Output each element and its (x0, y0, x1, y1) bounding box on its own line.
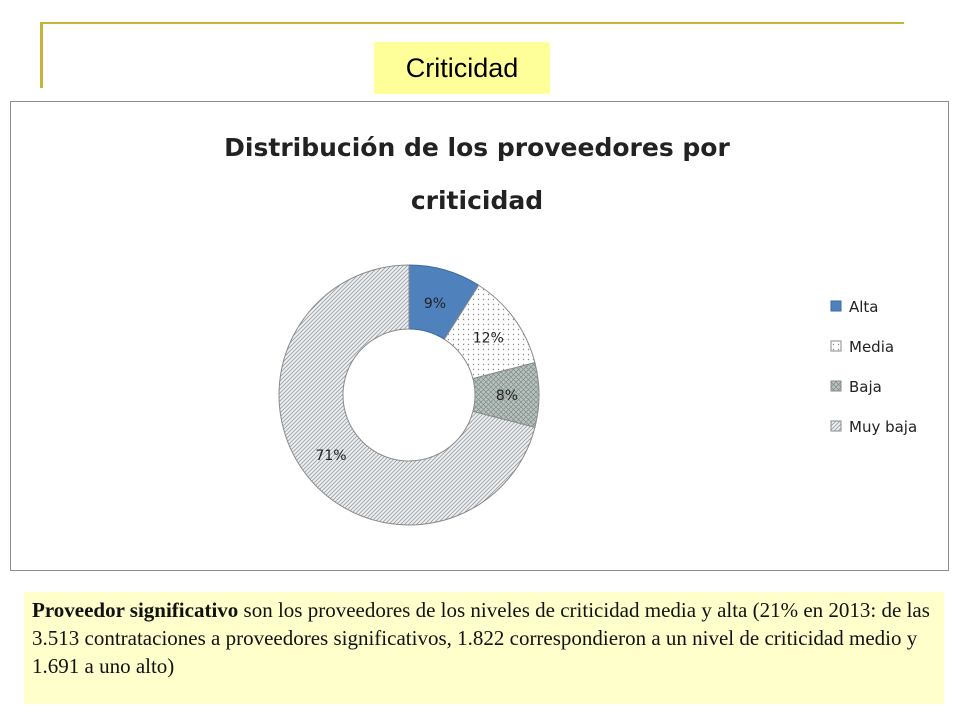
legend-swatch-muy-baja (830, 420, 842, 432)
chart-legend: Alta Media Baja Muy baja (830, 298, 917, 436)
doughnut-chart: Distribución de los proveedores por crit… (224, 133, 917, 526)
data-label-media: 12% (473, 330, 504, 346)
chart-title-line-1: Distribución de los proveedores por (224, 133, 730, 162)
data-label-muy-baja: 71% (315, 448, 346, 464)
note-box: Proveedor significativo son los proveedo… (24, 592, 944, 704)
slide-title-text: Criticidad (405, 52, 519, 83)
legend-label-baja: Baja (849, 378, 882, 396)
decorative-vertical-line (40, 22, 43, 88)
chart-slices (278, 264, 540, 526)
legend-swatch-baja (830, 380, 842, 392)
slice-muy-baja (278, 264, 536, 526)
legend-label-media: Media (849, 338, 894, 356)
legend-swatch-alta (830, 300, 842, 312)
slide-title: Criticidad (374, 42, 550, 94)
data-label-alta: 9% (424, 296, 446, 312)
chart-data-labels: 9% 12% 8% 71% (315, 296, 518, 464)
note-text: son los proveedores de los niveles de cr… (32, 598, 930, 678)
chart-frame: Distribución de los proveedores por crit… (10, 101, 949, 571)
legend-label-alta: Alta (849, 298, 879, 316)
note-bold-term: Proveedor significativo (32, 598, 239, 622)
legend-label-muy-baja: Muy baja (849, 418, 917, 436)
legend-swatch-media (830, 340, 842, 352)
data-label-baja: 8% (496, 388, 518, 404)
decorative-horizontal-line (40, 22, 904, 24)
chart-title-line-2: criticidad (411, 186, 543, 215)
